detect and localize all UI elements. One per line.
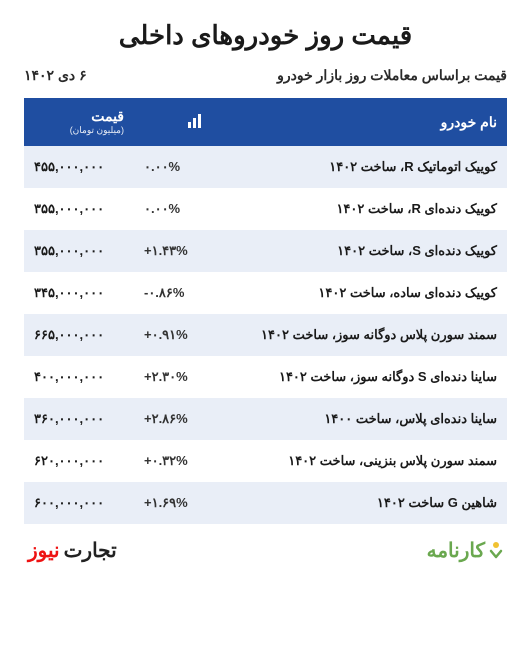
cell-name: کوییک اتوماتیک R، ساخت ۱۴۰۲ xyxy=(224,157,497,178)
cell-name: کوییک دنده‌ای ساده، ساخت ۱۴۰۲ xyxy=(224,283,497,304)
col-name: نام خودرو xyxy=(214,104,507,141)
cell-price: ۶۰۰,۰۰۰,۰۰۰ xyxy=(34,495,144,511)
table-row: کوییک دنده‌ای S، ساخت ۱۴۰۲+۱.۴۳%۳۵۵,۰۰۰,… xyxy=(24,230,507,272)
cell-change: -۰.۸۶% xyxy=(144,285,224,301)
brand-left-text-1: تجارت xyxy=(64,538,117,563)
table-row: سمند سورن پلاس دوگانه سوز، ساخت ۱۴۰۲+۰.۹… xyxy=(24,314,507,356)
cell-change: +۲.۸۶% xyxy=(144,411,224,427)
col-price-unit: (میلیون تومان) xyxy=(34,125,124,136)
brand-dot-icon xyxy=(489,541,503,561)
cell-change: +۰.۹۱% xyxy=(144,327,224,343)
date: ۶ دی ۱۴۰۲ xyxy=(24,67,87,84)
footer: کارنامه تجارت نیوز xyxy=(24,538,507,563)
cell-name: شاهین G ساخت ۱۴۰۲ xyxy=(224,493,497,514)
cell-change: ۰.۰۰% xyxy=(144,159,224,175)
brand-tejaratnews: تجارت نیوز xyxy=(28,538,117,563)
table-row: کوییک اتوماتیک R، ساخت ۱۴۰۲۰.۰۰%۴۵۵,۰۰۰,… xyxy=(24,146,507,188)
cell-name: کوییک دنده‌ای R، ساخت ۱۴۰۲ xyxy=(224,199,497,220)
brand-right-text: کارنامه xyxy=(427,538,485,563)
brand-karnameh: کارنامه xyxy=(427,538,503,563)
table-row: ساینا دنده‌ای پلاس، ساخت ۱۴۰۰+۲.۸۶%۳۶۰,۰… xyxy=(24,398,507,440)
table-row: کوییک دنده‌ای R، ساخت ۱۴۰۲۰.۰۰%۳۵۵,۰۰۰,۰… xyxy=(24,188,507,230)
table-row: شاهین G ساخت ۱۴۰۲+۱.۶۹%۶۰۰,۰۰۰,۰۰۰ xyxy=(24,482,507,524)
price-card: قیمت روز خودروهای داخلی قیمت براساس معام… xyxy=(0,0,531,575)
cell-change: +۲.۳۰% xyxy=(144,369,224,385)
col-price-label: قیمت xyxy=(91,108,124,124)
subtitle: قیمت براساس معاملات روز بازار خودرو xyxy=(277,67,507,84)
cell-name: ساینا دنده‌ای پلاس، ساخت ۱۴۰۰ xyxy=(224,409,497,430)
cell-name: سمند سورن پلاس دوگانه سوز، ساخت ۱۴۰۲ xyxy=(224,325,497,346)
price-table: نام خودرو قیمت (میلیون تومان) کوییک اتوم… xyxy=(24,98,507,524)
cell-name: ساینا دنده‌ای S دوگانه سوز، ساخت ۱۴۰۲ xyxy=(224,367,497,388)
brand-left-text-2: نیوز xyxy=(28,538,60,563)
table-header: نام خودرو قیمت (میلیون تومان) xyxy=(24,98,507,146)
cell-name: کوییک دنده‌ای S، ساخت ۱۴۰۲ xyxy=(224,241,497,262)
chart-icon xyxy=(188,114,204,131)
cell-price: ۴۵۵,۰۰۰,۰۰۰ xyxy=(34,159,144,175)
cell-price: ۶۲۰,۰۰۰,۰۰۰ xyxy=(34,453,144,469)
cell-price: ۳۶۰,۰۰۰,۰۰۰ xyxy=(34,411,144,427)
cell-name: سمند سورن پلاس بنزینی، ساخت ۱۴۰۲ xyxy=(224,451,497,472)
sub-header: قیمت براساس معاملات روز بازار خودرو ۶ دی… xyxy=(24,67,507,84)
table-row: سمند سورن پلاس بنزینی، ساخت ۱۴۰۲+۰.۳۲%۶۲… xyxy=(24,440,507,482)
cell-change: +۰.۳۲% xyxy=(144,453,224,469)
table-row: ساینا دنده‌ای S دوگانه سوز، ساخت ۱۴۰۲+۲.… xyxy=(24,356,507,398)
page-title: قیمت روز خودروهای داخلی xyxy=(24,20,507,51)
cell-change: +۱.۴۳% xyxy=(144,243,224,259)
cell-price: ۴۰۰,۰۰۰,۰۰۰ xyxy=(34,369,144,385)
cell-price: ۳۵۵,۰۰۰,۰۰۰ xyxy=(34,243,144,259)
cell-price: ۳۵۵,۰۰۰,۰۰۰ xyxy=(34,201,144,217)
cell-change: +۱.۶۹% xyxy=(144,495,224,511)
cell-price: ۳۴۵,۰۰۰,۰۰۰ xyxy=(34,285,144,301)
col-change xyxy=(134,104,214,141)
cell-change: ۰.۰۰% xyxy=(144,201,224,217)
cell-price: ۶۶۵,۰۰۰,۰۰۰ xyxy=(34,327,144,343)
table-row: کوییک دنده‌ای ساده، ساخت ۱۴۰۲-۰.۸۶%۳۴۵,۰… xyxy=(24,272,507,314)
col-price: قیمت (میلیون تومان) xyxy=(24,98,134,146)
table-body: کوییک اتوماتیک R، ساخت ۱۴۰۲۰.۰۰%۴۵۵,۰۰۰,… xyxy=(24,146,507,524)
